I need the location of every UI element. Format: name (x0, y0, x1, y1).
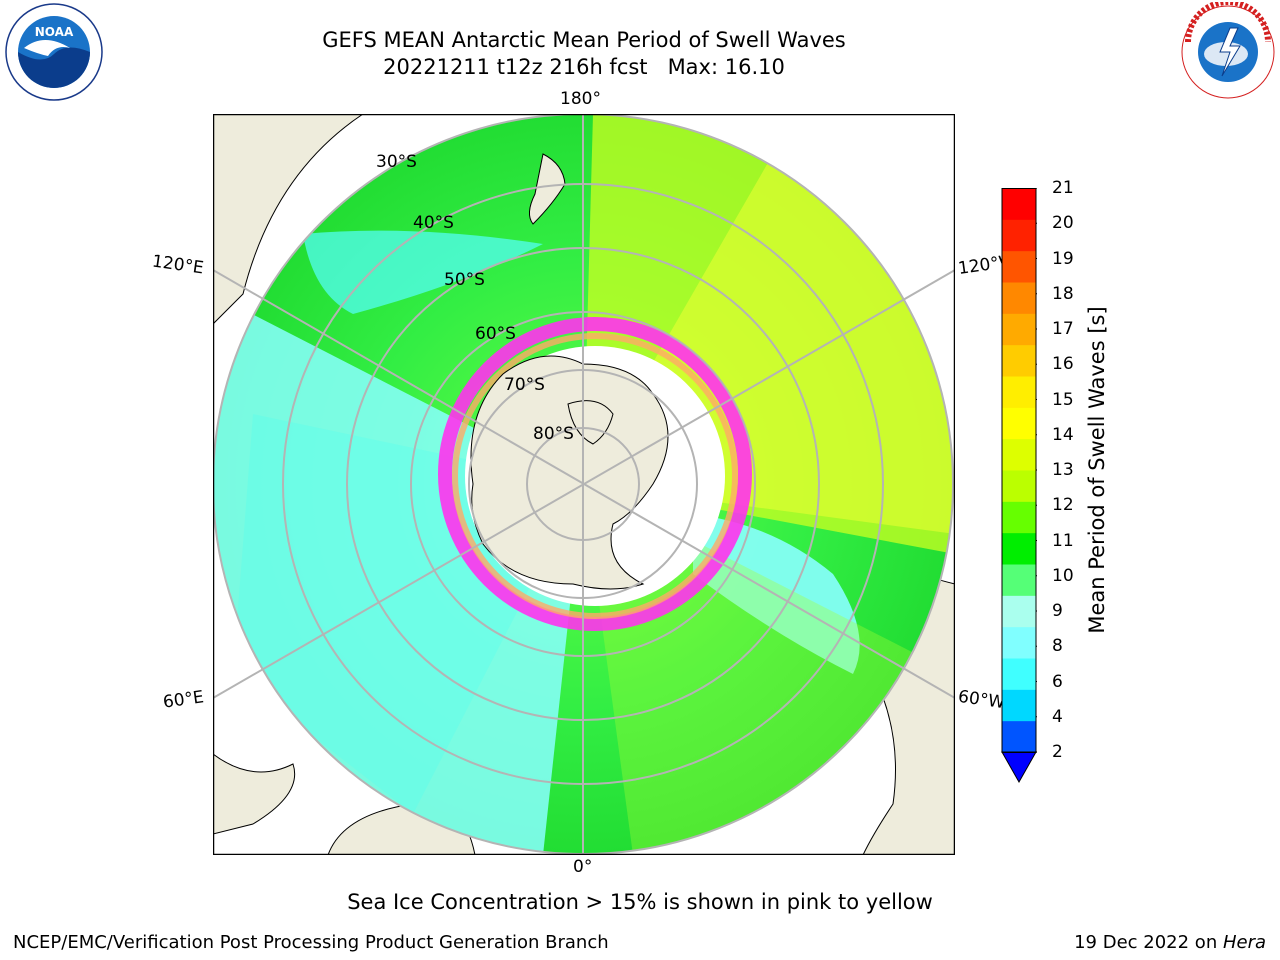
lat-label-50s: 50°S (444, 270, 485, 290)
colorbar-extend-arrow (1001, 751, 1037, 784)
lat-label-30s: 30°S (376, 152, 417, 172)
colorbar-tick-label: 18 (1052, 283, 1074, 304)
madagascar-land (213, 753, 296, 835)
colorbar-label: Mean Period of Swell Waves [s] (1085, 306, 1109, 634)
colorbar-swatch (1002, 219, 1036, 252)
colorbar-swatch (1002, 658, 1036, 690)
footer-host: Hera (1222, 932, 1266, 953)
footer-credit: NCEP/EMC/Verification Post Processing Pr… (13, 932, 609, 953)
colorbar-swatch (1002, 376, 1036, 408)
colorbar-swatch (1002, 501, 1036, 534)
colorbar-tick-label: 15 (1052, 389, 1074, 410)
colorbar-swatch (1002, 532, 1036, 565)
colorbar-tick-label: 17 (1052, 319, 1074, 339)
chart-subtitle: 20221211 t12z 216h fcst Max: 16.10 (383, 55, 785, 79)
antarctica-land (470, 355, 669, 590)
colorbar-swatch (1002, 282, 1036, 314)
polar-map (212, 113, 956, 856)
colorbar-swatch (1002, 564, 1036, 596)
noaa-logo-text: NOAA (35, 25, 74, 39)
colorbar (1001, 187, 1037, 784)
lon-label-180: 180° (560, 89, 601, 109)
colorbar-tick-label: 11 (1052, 530, 1074, 551)
colorbar-swatch (1002, 344, 1036, 377)
colorbar-swatch (1002, 188, 1036, 220)
colorbar-swatch (1002, 689, 1036, 722)
colorbar-tick-label: 21 (1052, 178, 1074, 198)
colorbar-swatch (1002, 470, 1036, 502)
lon-label-60e: 60°E (161, 687, 206, 713)
lat-label-60s: 60°S (475, 324, 516, 344)
colorbar-tick-label: 12 (1052, 495, 1074, 516)
graticule (213, 114, 955, 855)
colorbar-tick-label: 14 (1052, 424, 1074, 445)
lat-label-80s: 80°S (533, 424, 574, 444)
colorbar-tick-label: 20 (1052, 213, 1074, 234)
colorbar-tick-label: 4 (1052, 706, 1063, 727)
nws-logo-icon (1178, 0, 1278, 102)
colorbar-tick-label: 13 (1052, 460, 1074, 480)
lat-label-70s: 70°S (504, 375, 545, 395)
colorbar-tick-label: 19 (1052, 248, 1074, 269)
colorbar-swatch (1002, 313, 1036, 346)
australia-land (213, 114, 364, 325)
sea-ice-caption: Sea Ice Concentration > 15% is shown in … (347, 890, 933, 914)
colorbar-swatch (1002, 438, 1036, 471)
lon-label-60w: 60°W (956, 686, 1007, 714)
lat-label-40s: 40°S (413, 213, 454, 233)
colorbar-swatch (1002, 407, 1036, 440)
colorbar-swatch (1002, 720, 1036, 753)
colorbar-tick-label: 9 (1052, 601, 1063, 621)
colorbar-swatch (1002, 595, 1036, 628)
chart-title: GEFS MEAN Antarctic Mean Period of Swell… (322, 28, 846, 52)
colorbar-tick-label: 6 (1052, 671, 1063, 692)
colorbar-tick-label: 10 (1052, 565, 1074, 586)
colorbar-tick-label: 16 (1052, 354, 1074, 375)
colorbar-swatch (1002, 250, 1036, 283)
footer-date: 19 Dec 2022 on Hera (1074, 932, 1266, 953)
colorbar-tick-label: 8 (1052, 636, 1063, 657)
lon-label-120e: 120°E (150, 251, 205, 279)
noaa-logo-icon: NOAA (4, 2, 104, 102)
colorbar-tick-label: 2 (1052, 742, 1063, 762)
lon-label-0: 0° (573, 857, 593, 877)
colorbar-swatch (1002, 626, 1036, 659)
footer-date-text: 19 Dec 2022 on (1074, 932, 1223, 953)
